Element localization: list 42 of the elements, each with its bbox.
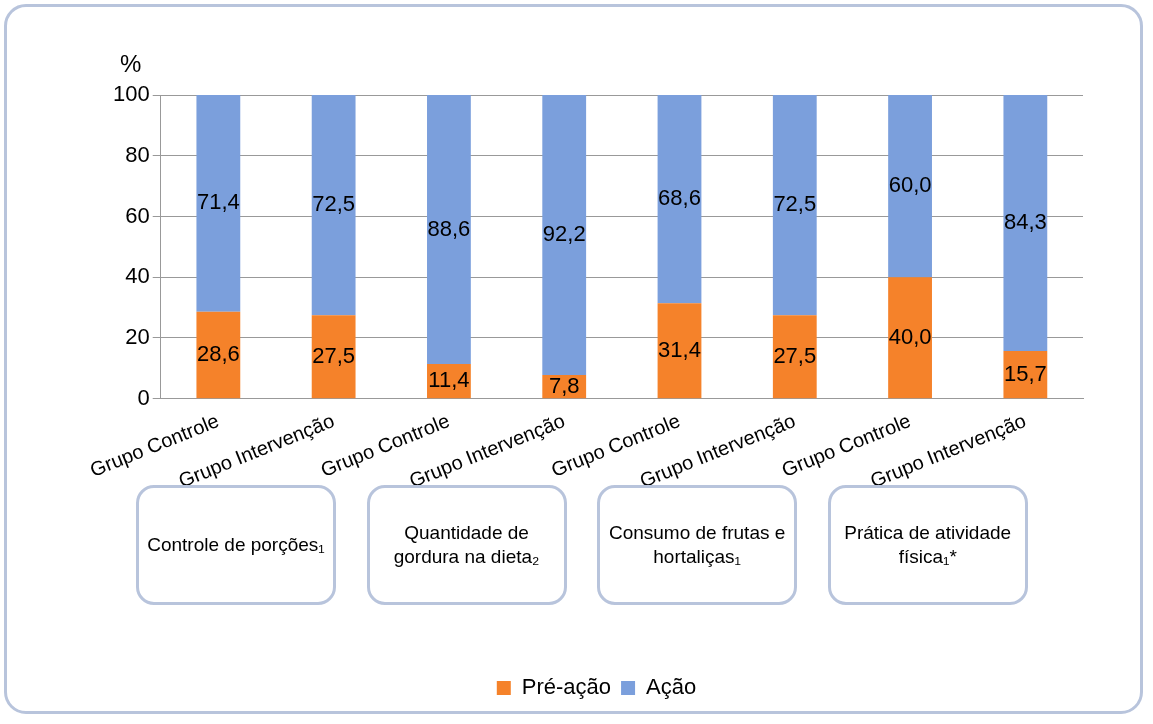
y-tick-label: 80 [125,141,150,167]
text: 72,5 [773,191,817,217]
text: 68,6 [658,185,701,211]
text: Consumo de frutas e hortaliças₁ [608,522,786,567]
y-tick-label: 40 [125,263,150,289]
y-tick-label: 0 [137,384,150,410]
text: Quantidade de gordura na dieta₂ [393,522,540,567]
text: 27,5 [773,342,817,368]
y-axis-title: % [120,49,142,77]
bar [196,311,241,399]
text: 84,3 [1003,209,1047,235]
bar [1003,95,1048,352]
text: 27,5 [312,342,356,368]
text: Prática de atividade física₁* [844,522,1012,567]
text: Controle de porções₁ [147,534,325,556]
text: 15,7 [1003,360,1047,386]
bar [772,95,817,316]
y-tick-label: 100 [112,81,150,107]
bar [542,95,587,375]
bar [196,95,241,312]
bar [888,95,932,278]
bar [427,95,471,365]
legend-label: Pré-ação [521,674,612,700]
text: 72,5 [312,191,356,217]
bar [772,315,817,399]
text: 11,4 [428,367,470,393]
y-tick-label: 20 [125,324,150,350]
text: 28,6 [196,341,240,367]
text: 7,8 [548,372,580,398]
text: 31,4 [658,336,701,362]
bar [657,303,702,399]
text: 71,4 [196,189,240,215]
legend-label: Ação [646,674,697,700]
text: 92,2 [542,221,586,247]
text: 60,0 [888,172,932,198]
text: 40,0 [888,323,932,349]
bar [311,95,356,316]
y-tick-label: 60 [125,202,150,228]
text: 88,6 [427,215,471,241]
bar [311,315,356,399]
bar [888,277,932,399]
bar [657,95,702,304]
